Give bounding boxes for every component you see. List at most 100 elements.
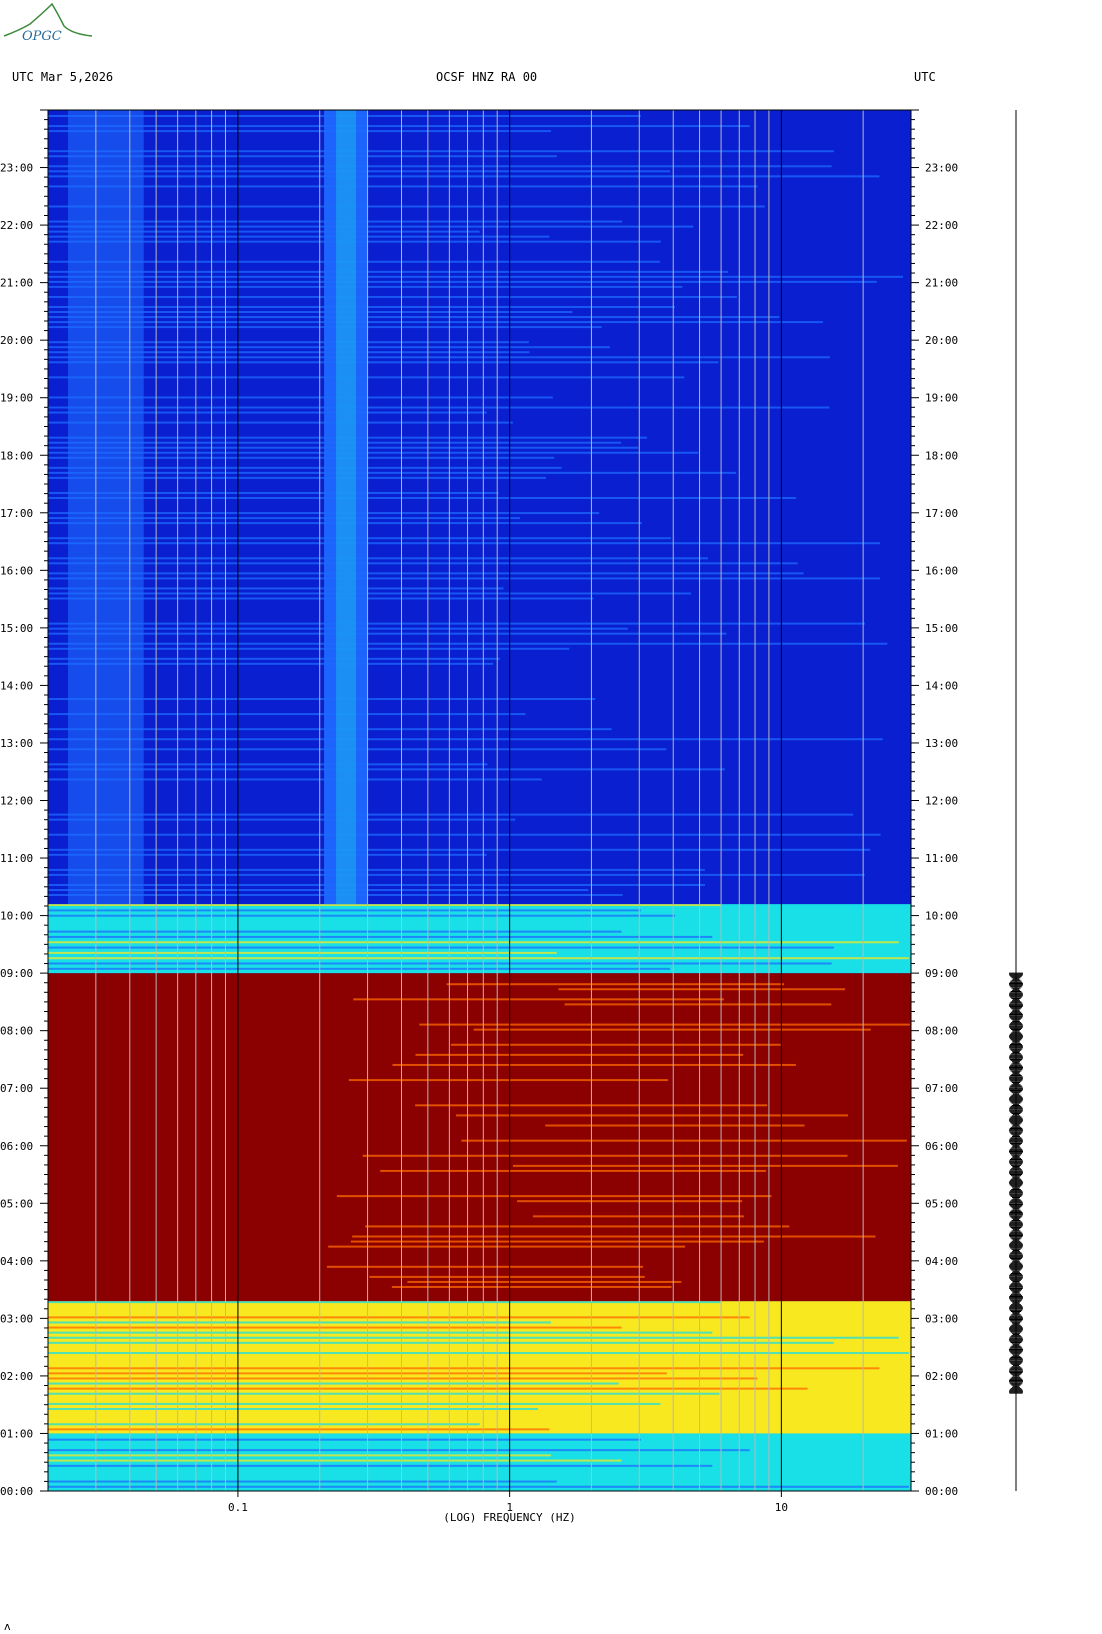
band-stripe: [48, 647, 570, 650]
y-tick-label-right: 20:00: [925, 334, 958, 347]
band-stripe: [48, 592, 691, 595]
y-tick-label-left: 14:00: [0, 679, 33, 692]
band-stripe: [48, 873, 865, 876]
band-stripe: [48, 1372, 667, 1375]
band-stripe: [48, 155, 557, 158]
band-stripe: [48, 813, 854, 816]
band-stripe: [48, 542, 880, 545]
band-stripe: [532, 1215, 744, 1218]
band-stripe: [48, 321, 823, 324]
band-stripe: [380, 1169, 766, 1172]
band-stripe: [48, 914, 676, 917]
band-stripe: [446, 983, 785, 986]
band-stripe: [48, 930, 622, 933]
band-stripe: [48, 1326, 622, 1329]
band-stripe: [48, 768, 725, 771]
band-stripe: [48, 205, 765, 208]
band-stripe: [350, 1240, 764, 1243]
band-stripe: [48, 833, 881, 836]
intensity-band: [48, 973, 911, 1302]
band-stripe: [415, 1053, 744, 1056]
band-stripe: [48, 1321, 551, 1324]
y-tick-label-left: 05:00: [0, 1197, 33, 1210]
y-tick-label-left: 04:00: [0, 1255, 33, 1268]
band-stripe: [564, 1003, 832, 1006]
band-stripe: [48, 1454, 551, 1457]
band-stripe: [48, 1367, 880, 1370]
band-stripe: [517, 1200, 743, 1203]
band-stripe: [48, 597, 594, 600]
frequency-gridlines: [47, 110, 912, 1491]
band-stripe: [48, 316, 780, 319]
y-tick-label-left: 11:00: [0, 852, 33, 865]
plot-area: [48, 110, 911, 1491]
x-axis-label: (LOG) FREQUENCY (HZ): [443, 1511, 575, 1524]
band-stripe: [48, 150, 834, 153]
footer-mark: ʌ: [4, 1620, 11, 1633]
band-stripe: [419, 1023, 910, 1026]
band-stripe: [48, 587, 504, 590]
intensity-band: [48, 904, 911, 974]
band-stripe: [352, 1235, 876, 1238]
band-stripe: [48, 941, 899, 944]
chart-title: OCSF HNZ RA 00: [436, 70, 538, 84]
band-stripe: [353, 998, 724, 1001]
band-stripe: [48, 951, 557, 954]
y-tick-label-right: 21:00: [925, 277, 958, 290]
band-stripe: [473, 1028, 871, 1031]
y-tick-label-right: 07:00: [925, 1082, 958, 1095]
band-stripe: [362, 1154, 848, 1157]
band-stripe: [48, 165, 832, 168]
frequency-band-core: [336, 110, 357, 905]
band-stripe: [48, 1352, 909, 1355]
band-stripe: [512, 1164, 898, 1167]
y-tick-label-left: 19:00: [0, 392, 33, 405]
band-stripe: [48, 396, 553, 399]
seismic-trace: [1009, 110, 1023, 1491]
y-tick-label-left: 17:00: [0, 507, 33, 520]
band-stripe: [326, 1265, 643, 1268]
band-stripe: [48, 868, 705, 871]
band-stripe: [48, 295, 737, 298]
y-tick-label-left: 09:00: [0, 967, 33, 980]
y-tick-label-left: 01:00: [0, 1427, 33, 1440]
band-stripe: [48, 1449, 750, 1452]
band-stripe: [48, 351, 530, 354]
band-stripe: [48, 1341, 834, 1344]
frequency-band: [324, 110, 369, 905]
band-stripe: [48, 577, 880, 580]
y-tick-label-right: 23:00: [925, 162, 958, 175]
band-stripe: [48, 935, 713, 938]
y-tick-label-right: 22:00: [925, 219, 958, 232]
band-stripe: [48, 491, 499, 494]
band-stripe: [48, 738, 883, 741]
band-stripe: [450, 1043, 781, 1046]
y-tick-label-right: 06:00: [925, 1140, 958, 1153]
band-stripe: [48, 1331, 713, 1334]
band-stripe: [48, 763, 488, 766]
band-stripe: [48, 557, 709, 560]
trace-signal: [1009, 972, 1023, 1394]
y-tick-label-left: 10:00: [0, 910, 33, 923]
band-stripe: [48, 1316, 750, 1319]
band-stripe: [48, 1438, 641, 1441]
band-stripe: [48, 698, 596, 701]
band-stripe: [48, 411, 487, 414]
band-stripe: [48, 235, 550, 238]
intensity-band: [48, 1433, 911, 1491]
band-stripe: [48, 341, 529, 344]
band-stripe: [48, 1392, 720, 1395]
y-tick-label-right: 13:00: [925, 737, 958, 750]
y-tick-label-right: 17:00: [925, 507, 958, 520]
y-tick-label-left: 20:00: [0, 334, 33, 347]
y-tick-label-left: 08:00: [0, 1025, 33, 1038]
band-stripe: [48, 848, 871, 851]
y-tick-label-right: 03:00: [925, 1312, 958, 1325]
x-tick-label: 0.1: [228, 1501, 248, 1514]
band-stripe: [48, 888, 589, 891]
band-stripe: [48, 496, 797, 499]
y-tick-label-left: 15:00: [0, 622, 33, 635]
y-tick-label-left: 00:00: [0, 1485, 33, 1498]
band-stripe: [48, 957, 909, 960]
